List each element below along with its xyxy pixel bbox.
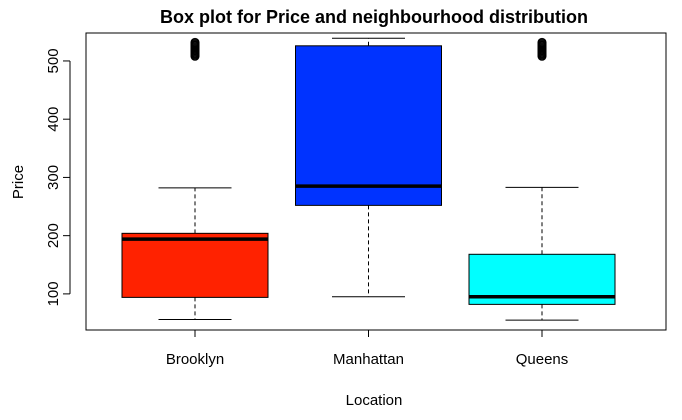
x-axis-label: Location: [346, 392, 403, 409]
box-manhattan: [295, 37, 442, 298]
boxes-layer: [121, 37, 616, 321]
outlier-point: [537, 37, 547, 47]
outlier-point: [190, 37, 200, 47]
y-tick-label: 500: [45, 48, 62, 73]
box-queens: [468, 37, 616, 321]
chart-title: Box plot for Price and neighbourhood dis…: [160, 7, 588, 27]
y-axis-label: Price: [10, 165, 27, 199]
x-tick-label: Brooklyn: [166, 351, 224, 368]
iqr-box: [295, 45, 442, 206]
iqr-box: [121, 232, 269, 298]
box-brooklyn: [121, 37, 269, 321]
y-tick-label: 200: [45, 223, 62, 248]
x-tick-label: Queens: [516, 351, 569, 368]
x-tick-label: Manhattan: [333, 351, 404, 368]
y-tick-label: 100: [45, 281, 62, 306]
y-tick-label: 400: [45, 107, 62, 132]
y-axis: 100 200 300 400 500: [45, 48, 71, 306]
y-tick-label: 300: [45, 165, 62, 190]
x-axis: Brooklyn Manhattan Queens: [166, 329, 569, 368]
